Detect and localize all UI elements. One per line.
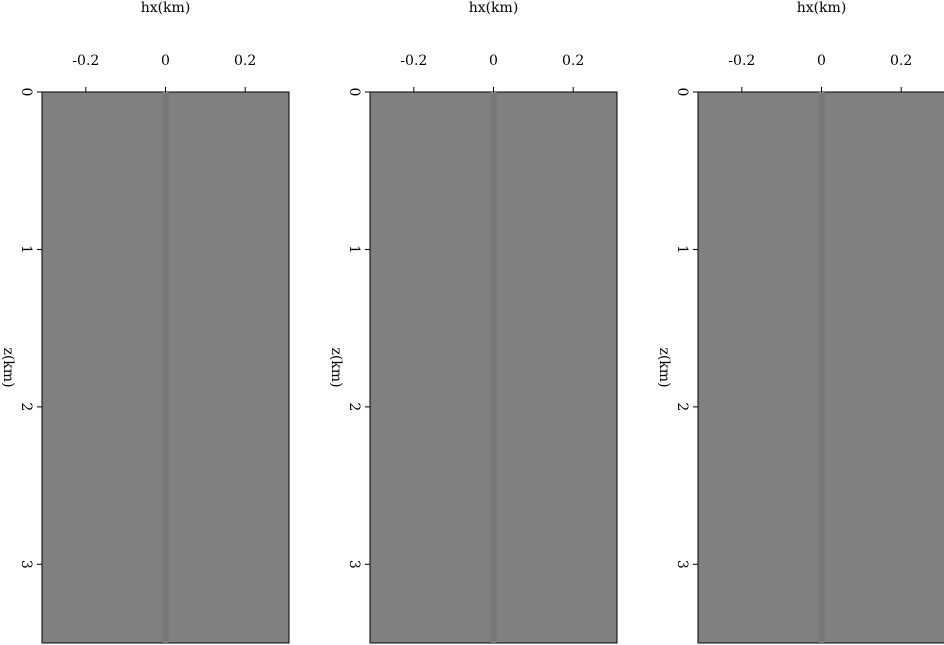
y-tick-label: 3 — [674, 560, 690, 569]
x-axis-label: hx(km) — [797, 0, 847, 16]
y-tick-label: 0 — [18, 88, 34, 97]
y-tick-label: 0 — [346, 88, 362, 97]
x-tick-label: 0.2 — [234, 53, 256, 69]
y-axis-label: z(km) — [656, 347, 672, 387]
y-tick-label: 1 — [18, 245, 34, 254]
x-axis-label: hx(km) — [469, 0, 519, 16]
y-tick-label: 2 — [18, 402, 34, 411]
y-tick-label: 3 — [346, 560, 362, 569]
x-tick-label: 0 — [161, 53, 170, 69]
x-tick-label: 0.2 — [890, 53, 912, 69]
x-axis-label: hx(km) — [141, 0, 191, 16]
y-axis-label: z(km) — [0, 347, 16, 387]
x-tick-label: -0.2 — [400, 53, 427, 69]
x-tick-label: -0.2 — [728, 53, 755, 69]
y-tick-label: 0 — [674, 88, 690, 97]
x-tick-label: -0.2 — [72, 53, 99, 69]
y-tick-label: 2 — [674, 402, 690, 411]
y-tick-label: 1 — [346, 245, 362, 254]
y-tick-label: 3 — [18, 560, 34, 569]
center-trace — [818, 92, 825, 643]
center-trace — [162, 92, 169, 643]
y-axis-label: z(km) — [328, 347, 344, 387]
x-tick-label: 0 — [489, 53, 498, 69]
y-tick-label: 1 — [674, 245, 690, 254]
y-tick-label: 2 — [346, 402, 362, 411]
center-trace — [490, 92, 497, 643]
x-tick-label: 0.2 — [562, 53, 584, 69]
x-tick-label: 0 — [817, 53, 826, 69]
